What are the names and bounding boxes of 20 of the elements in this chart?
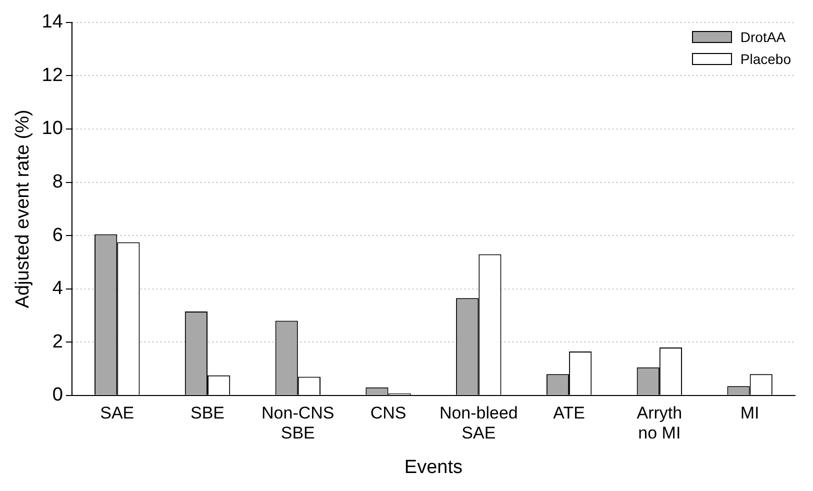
- x-axis-title: Events: [404, 456, 463, 478]
- legend-label: DrotAA: [740, 29, 786, 45]
- y-tick-label: 8: [52, 171, 63, 192]
- y-axis-title: Adjusted event rate (%): [12, 110, 34, 308]
- x-tick-label: Arryth no MI: [636, 403, 682, 443]
- y-tick-label: 0: [52, 384, 63, 406]
- text: Placebo: [740, 51, 791, 67]
- y-tick-label: 14: [42, 12, 64, 33]
- y-tick-label: 4: [52, 278, 64, 300]
- y-tick-label: 6: [52, 224, 63, 246]
- x-tick-label: Non-bleed SAE: [439, 403, 518, 443]
- x-tick-label: SBE: [190, 403, 225, 422]
- x-tick-label: Non-CNS SBE: [262, 403, 334, 443]
- y-tick-label: 10: [42, 118, 63, 140]
- y-tick-label: 2: [52, 331, 63, 352]
- x-tick-label: CNS: [370, 403, 406, 422]
- x-tick-label: SAE: [100, 403, 134, 422]
- x-tick-label: MI: [740, 403, 760, 422]
- x-tick-label: ATE: [553, 403, 585, 422]
- y-tick-label: 12: [42, 64, 63, 86]
